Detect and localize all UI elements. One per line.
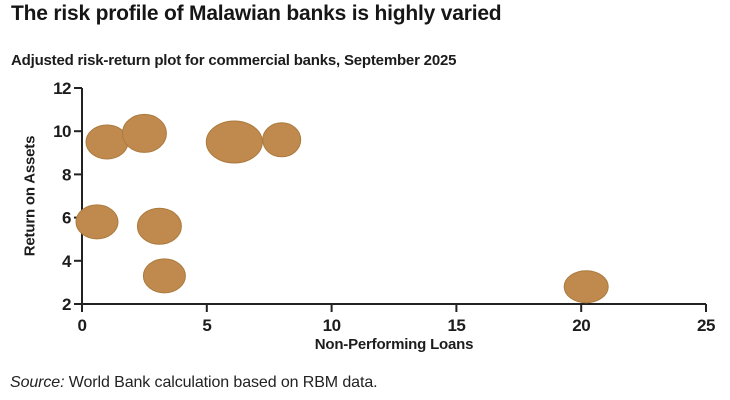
source-note: Source: World Bank calculation based on … [10, 374, 378, 392]
bubble-bank-5 [75, 204, 119, 240]
x-tick-label: 20 [572, 316, 590, 335]
x-tick-label: 10 [323, 316, 341, 335]
y-tick-label: 12 [53, 79, 71, 98]
source-text: World Bank calculation based on RBM data… [64, 374, 378, 391]
bubble-bank-6 [136, 207, 182, 245]
y-tick-label: 8 [62, 165, 71, 184]
chart-subtitle: Adjusted risk-return plot for commercial… [11, 52, 457, 69]
y-tick-label: 4 [62, 252, 72, 271]
bubble-bank-3 [205, 120, 263, 164]
x-axis-title: Non-Performing Loans [314, 336, 474, 353]
bubble-bank-2 [121, 113, 167, 153]
bubble-bank-7 [142, 258, 186, 294]
x-tick-label: 0 [78, 316, 87, 335]
y-axis-title: Return on Assets [21, 135, 39, 257]
x-tick-label: 25 [697, 316, 715, 335]
x-tick-label: 5 [202, 316, 211, 335]
chart-title: The risk profile of Malawian banks is hi… [11, 2, 502, 25]
y-tick-label: 6 [62, 209, 71, 228]
bubble-bank-1 [85, 124, 129, 160]
y-tick-label: 2 [62, 295, 71, 314]
y-tick-label: 10 [53, 122, 71, 141]
bubble-bank-4 [262, 122, 302, 158]
source-label: Source: [10, 374, 65, 391]
bubble-bank-8 [563, 270, 609, 304]
x-tick-label: 15 [447, 316, 465, 335]
